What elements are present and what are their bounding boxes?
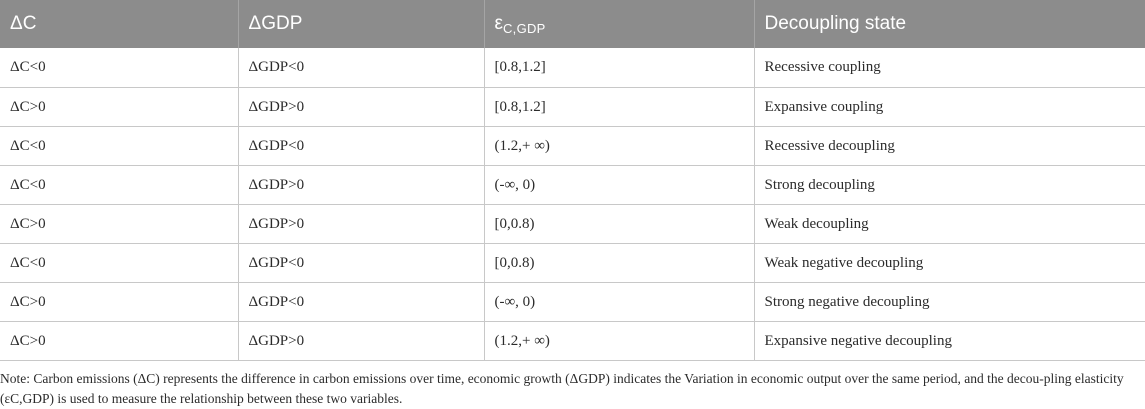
- cell-decoupling-state: Recessive decoupling: [753, 126, 1145, 166]
- header-elasticity: εC,GDP: [483, 0, 754, 48]
- header-row: ΔC ΔGDP εC,GDP Decoupling state: [0, 0, 1145, 48]
- cell-elasticity: [0,0.8): [483, 243, 754, 283]
- cell-delta-c: ΔC<0: [0, 165, 238, 205]
- elasticity-subscript: C,GDP: [502, 20, 546, 36]
- decoupling-table: ΔC ΔGDP εC,GDP Decoupling state ΔC<0 ΔGD…: [0, 0, 1145, 361]
- table-row: ΔC<0 ΔGDP<0 [0,0.8) Weak negative decoup…: [0, 243, 1145, 283]
- cell-elasticity: (-∞, 0): [483, 165, 754, 205]
- table-row: ΔC>0 ΔGDP>0 [0.8,1.2] Expansive coupling: [0, 87, 1145, 127]
- table-row: ΔC<0 ΔGDP<0 (1.2,+ ∞) Recessive decoupli…: [0, 126, 1145, 166]
- table-note: Note: Carbon emissions (ΔC) represents t…: [0, 371, 1124, 406]
- cell-elasticity: [0,0.8): [483, 204, 754, 244]
- cell-decoupling-state: Strong negative decoupling: [753, 282, 1145, 322]
- cell-delta-gdp: ΔGDP<0: [237, 126, 484, 166]
- cell-elasticity: (-∞, 0): [483, 282, 754, 322]
- cell-delta-c: ΔC<0: [0, 48, 238, 88]
- cell-delta-c: ΔC>0: [0, 87, 238, 127]
- header-delta-gdp: ΔGDP: [237, 0, 484, 48]
- header-delta-c: ΔC: [0, 0, 238, 48]
- cell-decoupling-state: Weak decoupling: [753, 204, 1145, 244]
- cell-delta-gdp: ΔGDP<0: [237, 48, 484, 88]
- cell-delta-c: ΔC>0: [0, 282, 238, 322]
- table-row: ΔC>0 ΔGDP<0 (-∞, 0) Strong negative deco…: [0, 282, 1145, 322]
- cell-delta-gdp: ΔGDP<0: [237, 243, 484, 283]
- cell-delta-gdp: ΔGDP<0: [237, 282, 484, 322]
- cell-elasticity: [0.8,1.2]: [483, 48, 754, 88]
- cell-elasticity: (1.2,+ ∞): [483, 126, 754, 166]
- cell-delta-c: ΔC>0: [0, 321, 238, 361]
- table-row: ΔC<0 ΔGDP>0 (-∞, 0) Strong decoupling: [0, 165, 1145, 205]
- cell-decoupling-state: Recessive coupling: [753, 48, 1145, 88]
- cell-delta-gdp: ΔGDP>0: [237, 165, 484, 205]
- cell-decoupling-state: Expansive negative decoupling: [753, 321, 1145, 361]
- cell-delta-c: ΔC>0: [0, 204, 238, 244]
- table-row: ΔC>0 ΔGDP>0 [0,0.8) Weak decoupling: [0, 204, 1145, 244]
- table-row: ΔC>0 ΔGDP>0 (1.2,+ ∞) Expansive negative…: [0, 321, 1145, 361]
- cell-delta-gdp: ΔGDP>0: [237, 87, 484, 127]
- table-row: ΔC<0 ΔGDP<0 [0.8,1.2] Recessive coupling: [0, 48, 1145, 88]
- cell-elasticity: [0.8,1.2]: [483, 87, 754, 127]
- cell-delta-c: ΔC<0: [0, 126, 238, 166]
- header-decoupling-state: Decoupling state: [753, 0, 1145, 48]
- cell-decoupling-state: Weak negative decoupling: [753, 243, 1145, 283]
- cell-decoupling-state: Expansive coupling: [753, 87, 1145, 127]
- cell-delta-gdp: ΔGDP>0: [237, 204, 484, 244]
- cell-delta-gdp: ΔGDP>0: [237, 321, 484, 361]
- cell-decoupling-state: Strong decoupling: [753, 165, 1145, 205]
- elasticity-symbol: ε: [494, 12, 503, 34]
- table-header: ΔC ΔGDP εC,GDP Decoupling state: [0, 0, 1145, 48]
- cell-delta-c: ΔC<0: [0, 243, 238, 283]
- table-body: ΔC<0 ΔGDP<0 [0.8,1.2] Recessive coupling…: [0, 48, 1145, 361]
- cell-elasticity: (1.2,+ ∞): [483, 321, 754, 361]
